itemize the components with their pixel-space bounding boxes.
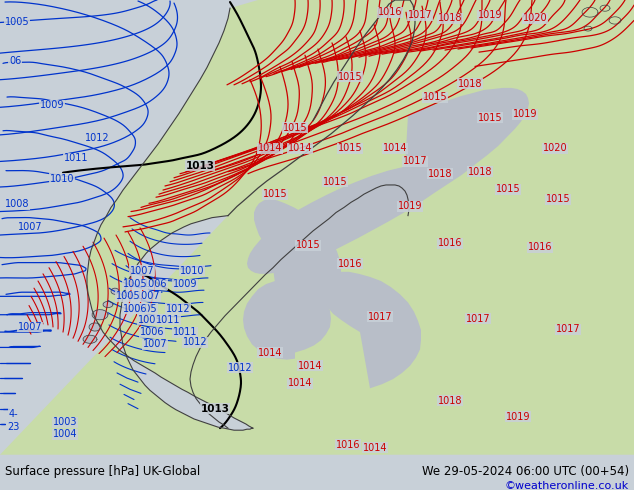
Polygon shape [243, 280, 331, 360]
Text: 1016: 1016 [378, 7, 402, 17]
Text: 1019: 1019 [398, 201, 422, 211]
Text: 1015: 1015 [546, 194, 571, 204]
Polygon shape [254, 199, 341, 322]
Polygon shape [103, 301, 113, 308]
Text: 1017: 1017 [403, 156, 427, 167]
Polygon shape [247, 88, 529, 274]
Polygon shape [582, 7, 598, 17]
Text: 1009: 1009 [172, 279, 197, 289]
Text: 1018: 1018 [458, 79, 482, 89]
Text: 23: 23 [7, 422, 19, 432]
Text: 1019: 1019 [478, 10, 502, 20]
Text: 1005: 1005 [115, 292, 140, 301]
Text: 1017: 1017 [466, 314, 490, 324]
Text: 1018: 1018 [428, 169, 452, 179]
Polygon shape [89, 323, 101, 331]
Polygon shape [321, 272, 421, 388]
Polygon shape [584, 26, 592, 31]
Text: We 29-05-2024 06:00 UTC (00+54): We 29-05-2024 06:00 UTC (00+54) [422, 465, 629, 478]
Text: 1007: 1007 [130, 266, 154, 276]
Text: 1015: 1015 [283, 122, 307, 133]
Text: 1007: 1007 [18, 222, 42, 232]
Text: 1006: 1006 [139, 327, 164, 337]
Text: 1005: 1005 [123, 279, 147, 289]
Text: 1016: 1016 [338, 259, 362, 269]
Text: 1014: 1014 [258, 143, 282, 153]
Text: 1018: 1018 [437, 13, 462, 24]
Text: 1012: 1012 [228, 363, 252, 373]
Text: 1018: 1018 [437, 395, 462, 406]
Polygon shape [0, 0, 253, 455]
Text: 1014: 1014 [383, 143, 407, 153]
Text: 1015: 1015 [338, 72, 362, 82]
Polygon shape [609, 17, 621, 24]
Text: 1019: 1019 [506, 412, 530, 422]
Text: 1011: 1011 [156, 315, 180, 325]
Text: 1011: 1011 [64, 153, 88, 163]
Text: 1016: 1016 [437, 238, 462, 248]
Text: 1015: 1015 [262, 189, 287, 199]
Text: 1015: 1015 [477, 113, 502, 122]
Text: 1003: 1003 [53, 417, 77, 427]
Text: 1005: 1005 [133, 304, 157, 314]
Text: 1007: 1007 [143, 340, 167, 349]
Text: ©weatheronline.co.uk: ©weatheronline.co.uk [505, 481, 629, 490]
Text: 1015: 1015 [423, 92, 448, 102]
Text: 1004: 1004 [53, 429, 77, 439]
Text: Surface pressure [hPa] UK-Global: Surface pressure [hPa] UK-Global [5, 465, 200, 478]
Text: 1018: 1018 [468, 167, 492, 177]
Text: 1014: 1014 [288, 378, 313, 388]
Text: 1010: 1010 [180, 266, 204, 276]
Text: 1007: 1007 [136, 292, 160, 301]
Text: 1017: 1017 [368, 312, 392, 322]
Text: 1014: 1014 [288, 143, 313, 153]
Text: 1020: 1020 [543, 143, 567, 153]
Text: 1014: 1014 [298, 361, 322, 371]
Polygon shape [83, 335, 97, 343]
Text: 4-: 4- [8, 409, 18, 419]
Text: 1007: 1007 [18, 322, 42, 332]
Text: 1012: 1012 [183, 337, 207, 347]
Text: 1015: 1015 [338, 143, 362, 153]
Text: 1013: 1013 [200, 404, 230, 414]
Text: 1014: 1014 [258, 347, 282, 358]
Text: 1012: 1012 [165, 304, 190, 314]
Text: 1009: 1009 [40, 100, 64, 110]
Text: 1020: 1020 [522, 13, 547, 24]
Text: 06: 06 [9, 56, 21, 66]
Text: 1015: 1015 [323, 177, 347, 187]
Text: 1008: 1008 [4, 199, 29, 209]
Polygon shape [111, 288, 119, 294]
Polygon shape [92, 310, 108, 320]
Text: 1006: 1006 [143, 279, 167, 289]
Text: 1016: 1016 [336, 440, 360, 449]
Text: 1017: 1017 [555, 324, 580, 334]
Text: 1011: 1011 [172, 327, 197, 337]
Text: 1016: 1016 [527, 242, 552, 252]
Text: 1012: 1012 [85, 133, 109, 143]
Text: 1015: 1015 [496, 184, 521, 194]
Text: 1005: 1005 [138, 315, 162, 325]
Text: 1013: 1013 [186, 161, 214, 171]
Text: 1006: 1006 [123, 304, 147, 314]
Text: 1010: 1010 [49, 174, 74, 184]
Text: 1015: 1015 [295, 240, 320, 250]
Polygon shape [600, 5, 610, 11]
Text: 1014: 1014 [363, 442, 387, 453]
Text: 1019: 1019 [513, 109, 537, 120]
Polygon shape [0, 0, 634, 455]
Text: 1017: 1017 [408, 10, 432, 20]
Text: 1005: 1005 [4, 18, 29, 27]
